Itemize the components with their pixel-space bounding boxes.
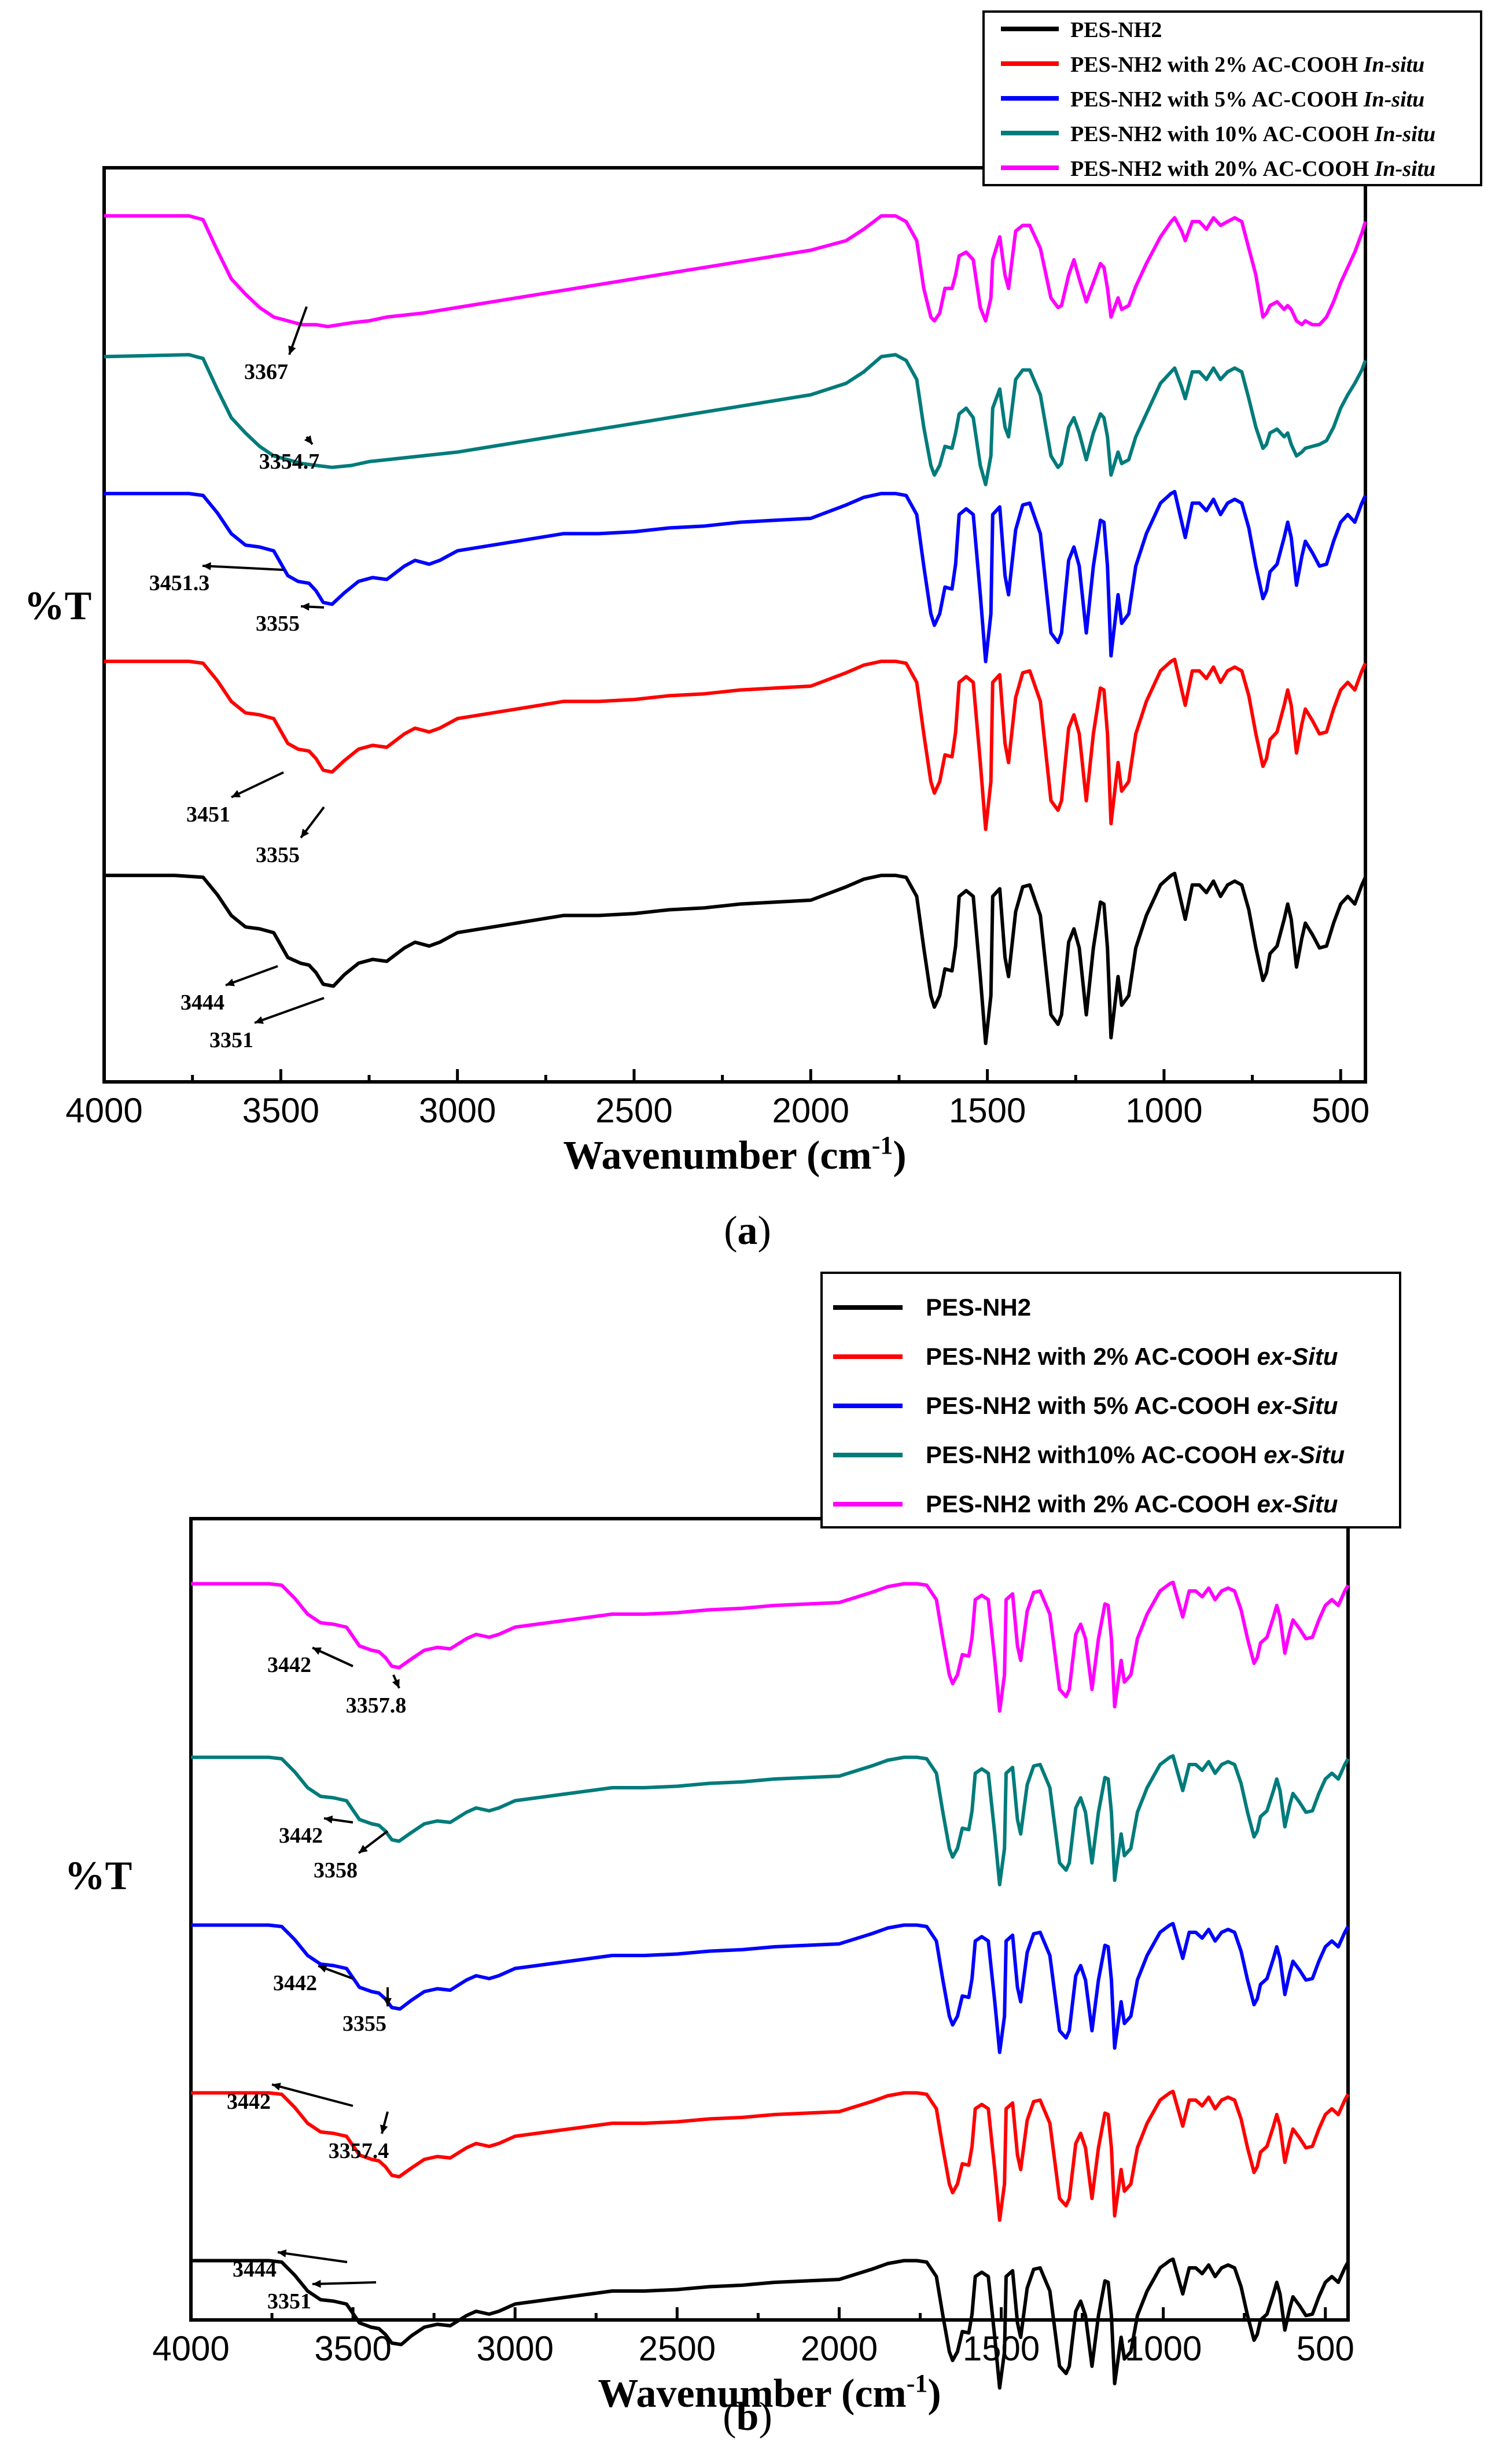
x-tick-label: 3000: [419, 1091, 496, 1130]
peak-arrowhead: [231, 790, 241, 798]
peak-arrowhead: [318, 1965, 327, 1973]
peak-arrowhead: [380, 2124, 388, 2134]
peak-arrowhead: [226, 978, 235, 986]
x-tick-label: 3000: [476, 2329, 553, 2368]
peak-annotation: 3442: [267, 1653, 311, 1677]
peak-annotation: 3451.3: [149, 571, 210, 595]
legend-entry-2: PES-NH2 with 5% AC-COOH In-situ: [1070, 87, 1424, 112]
x-tick-label: 1500: [949, 1091, 1026, 1130]
peak-arrowhead: [301, 602, 310, 611]
y-axis-label: %T: [24, 584, 92, 628]
peak-annotation: 3444: [181, 990, 224, 1015]
peak-annotation: 3358: [314, 1858, 358, 1883]
series-line-0: [104, 871, 1367, 1045]
x-tick-label: 2000: [772, 1091, 849, 1130]
x-tick-label: 3500: [242, 1091, 319, 1130]
panel-a: 4000 3500 3000 2500 2000 1500 1000 500 Wavenumbe…: [24, 10, 1482, 1253]
series-line-3: [104, 353, 1367, 487]
peak-arrowhead: [272, 2082, 281, 2091]
panel-label: (b): [723, 2395, 772, 2439]
peak-annotation: 3355: [343, 2012, 386, 2036]
x-axis-title: Wavenumber (cm-1): [598, 2369, 941, 2416]
series-line-2: [191, 1922, 1350, 2054]
peak-arrowhead: [301, 828, 310, 838]
peak-arrowhead: [288, 345, 296, 355]
x-tick-label: 4000: [65, 1091, 142, 1130]
peak-arrowhead: [359, 1844, 368, 1853]
x-axis-title: Wavenumber (cm-1): [563, 1131, 906, 1178]
peak-annotation: 3355: [256, 612, 300, 636]
x-tick-label: 4000: [152, 2329, 229, 2368]
legend-entry-4: PES-NH2 with 20% AC-COOH In-situ: [1070, 157, 1435, 181]
plot-frame: [102, 166, 1367, 1084]
legend-entry-3: PES-NH2 with10% AC-COOH ex-Situ: [926, 1441, 1345, 1468]
series-line-2: [104, 489, 1367, 664]
peak-arrow: [288, 306, 308, 355]
legend-entry-1: PES-NH2 with 2% AC-COOH ex-Situ: [926, 1343, 1338, 1370]
legend-entry-1: PES-NH2 with 2% AC-COOH In-situ: [1070, 53, 1424, 77]
x-tick-label: 2000: [801, 2329, 878, 2368]
legend-entry-0: PES-NH2: [1070, 18, 1162, 42]
peak-arrowhead: [278, 2249, 287, 2257]
peak-arrowhead: [324, 1815, 333, 1824]
peak-annotation: 3351: [209, 1028, 253, 1052]
x-tick-label: 2500: [595, 1091, 672, 1130]
x-tick-label: 3500: [314, 2329, 391, 2368]
x-tick-label: 500: [1312, 1091, 1369, 1130]
legend-box: [820, 1272, 1401, 1529]
peak-annotation: 3357.4: [329, 2139, 389, 2163]
peak-arrowhead: [384, 1998, 392, 2006]
series-line-1: [104, 657, 1367, 831]
y-axis-label: %T: [65, 1854, 132, 1898]
peak-arrowhead: [304, 435, 312, 444]
panel-b: 4000 3500 3000 2500 2000 1500 1000 500 Wavenumbe…: [65, 1272, 1401, 2439]
panel-label: (a): [724, 1209, 771, 1253]
peak-annotation: 3442: [227, 2090, 271, 2114]
peak-arrow: [277, 2251, 348, 2263]
peak-annotation: 3442: [279, 1824, 323, 1848]
peak-annotation: 3444: [233, 2257, 277, 2282]
series-line-4: [104, 214, 1367, 329]
x-tick-label: 1000: [1125, 1091, 1202, 1130]
peak-arrow: [202, 565, 284, 571]
peak-annotation: 3367: [244, 360, 288, 384]
series-line-4: [191, 1581, 1350, 1713]
peak-arrowhead: [312, 1647, 322, 1655]
peak-arrowhead: [312, 2279, 321, 2288]
legend-entry-4: PES-NH2 with 2% AC-COOH ex-Situ: [926, 1490, 1338, 1518]
peak-annotation: 3354.7: [259, 450, 320, 474]
series-line-3: [191, 1754, 1350, 1887]
peak-annotation: 3355: [256, 843, 300, 867]
peak-annotation: 3442: [273, 1971, 317, 1995]
x-tick-label: 1500: [963, 2329, 1040, 2368]
peak-arrowhead: [202, 562, 211, 570]
peak-arrow: [231, 771, 284, 798]
peak-arrow: [254, 997, 325, 1024]
x-tick-label: 500: [1297, 2329, 1354, 2368]
peak-arrow: [312, 2281, 377, 2285]
peak-arrow: [225, 965, 278, 986]
peak-annotation: 3351: [267, 2289, 311, 2314]
peak-annotation: 3357.8: [346, 1693, 407, 1718]
x-tick-label: 1000: [1125, 2329, 1202, 2368]
legend-entry-0: PES-NH2: [926, 1294, 1031, 1321]
legend-entry-3: PES-NH2 with 10% AC-COOH In-situ: [1070, 122, 1435, 146]
series-line-0: [191, 2257, 1350, 2390]
x-tick-label: 2500: [639, 2329, 716, 2368]
peak-arrow: [271, 2083, 354, 2107]
peak-arrowhead: [392, 1679, 400, 1688]
plot-frame: [189, 1517, 1350, 2322]
peak-arrowhead: [255, 1016, 264, 1024]
peak-annotation: 3451: [186, 802, 230, 827]
legend-box: [982, 10, 1482, 186]
series-line-1: [191, 2090, 1350, 2222]
legend-entry-2: PES-NH2 with 5% AC-COOH ex-Situ: [926, 1392, 1338, 1419]
